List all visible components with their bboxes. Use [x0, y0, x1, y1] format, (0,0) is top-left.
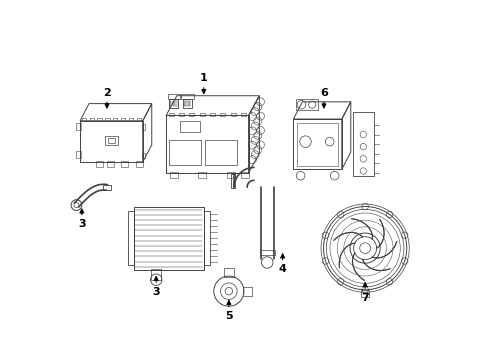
Bar [231, 174, 235, 188]
Bar [189, 101, 190, 106]
Bar [224, 268, 234, 277]
Bar [179, 113, 184, 116]
Bar [170, 101, 172, 106]
Bar [96, 161, 103, 167]
Bar [184, 101, 185, 106]
Bar [198, 172, 206, 178]
Bar [170, 99, 178, 108]
Bar [168, 94, 180, 99]
Bar [113, 118, 118, 121]
Bar [175, 101, 176, 106]
Bar [137, 118, 141, 121]
Bar [260, 250, 275, 255]
Text: 7: 7 [361, 293, 369, 303]
Text: 2: 2 [103, 87, 111, 98]
Bar [241, 113, 246, 116]
Bar [205, 140, 237, 165]
Bar [103, 185, 111, 190]
Bar [76, 151, 81, 158]
Text: 5: 5 [225, 311, 233, 321]
Bar [220, 113, 225, 116]
Bar [170, 172, 177, 178]
Bar [172, 101, 174, 106]
Bar [105, 136, 118, 145]
Bar [296, 99, 318, 111]
Bar [134, 207, 204, 270]
Bar [204, 211, 210, 265]
Bar [189, 113, 195, 116]
Bar [143, 125, 145, 130]
Bar [105, 118, 110, 121]
Bar [98, 118, 102, 121]
Bar [231, 113, 236, 116]
Bar [210, 113, 215, 116]
Bar [169, 140, 201, 165]
Text: 6: 6 [320, 87, 328, 98]
Bar [166, 116, 248, 173]
Text: 3: 3 [152, 287, 160, 297]
Bar [129, 118, 133, 121]
Bar [243, 287, 252, 296]
Bar [76, 123, 81, 130]
Bar [200, 113, 205, 116]
Bar [80, 121, 143, 162]
Bar [107, 161, 114, 167]
Bar [169, 113, 174, 116]
Bar [180, 121, 200, 132]
Bar [128, 211, 134, 265]
Bar [227, 172, 235, 178]
Bar [242, 172, 249, 178]
Bar [183, 99, 192, 108]
Text: 3: 3 [78, 220, 86, 229]
Text: 1: 1 [200, 73, 208, 83]
Bar [353, 112, 374, 176]
Bar [151, 269, 161, 280]
Bar [143, 153, 145, 158]
Bar [122, 161, 128, 167]
Bar [108, 139, 115, 143]
Bar [186, 101, 188, 106]
Text: 4: 4 [279, 264, 287, 274]
Bar [297, 123, 338, 166]
Bar [136, 161, 143, 167]
Bar [294, 119, 342, 169]
Bar [121, 118, 125, 121]
Bar [181, 94, 194, 99]
Bar [90, 118, 94, 121]
Bar [361, 290, 369, 297]
Bar [82, 118, 86, 121]
